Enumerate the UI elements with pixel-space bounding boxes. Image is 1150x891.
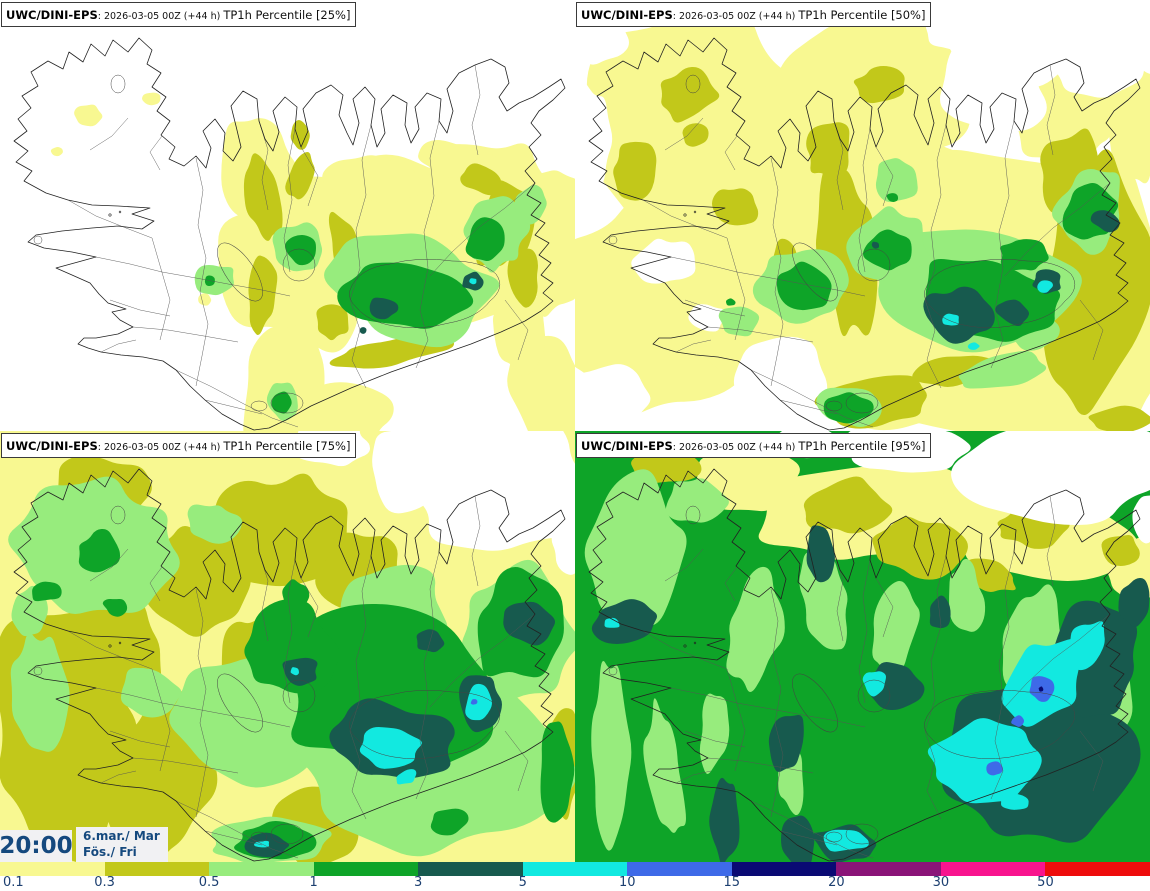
- colorbar-segment: [627, 862, 733, 876]
- run-info: : 2026-03-05 00Z (+44 h): [97, 11, 224, 22]
- precipitation-map-25: [0, 0, 575, 431]
- precipitation-map-75: [0, 431, 575, 862]
- colorbar-segment: [836, 862, 942, 876]
- colorbar-tick-label: 30: [932, 875, 950, 890]
- colorbar-segment: [104, 862, 210, 876]
- valid-date-label: 6.mar./ Mar: [83, 829, 160, 843]
- model-name: UWC/DINI-EPS: [6, 439, 98, 453]
- colorbar-tick-label: 0.1: [3, 875, 24, 890]
- colorbar-tick-label: 10: [618, 875, 636, 890]
- map-panel-95: UWC/DINI-EPS: 2026-03-05 00Z (+44 h) TP1…: [575, 431, 1150, 862]
- valid-date-box: 6.mar./ Mar Fös./ Fri: [76, 827, 168, 862]
- colorbar-segment: [940, 862, 1046, 876]
- colorbar-tick-label: 15: [723, 875, 741, 890]
- colorbar-tick-label: 20: [828, 875, 845, 890]
- valid-time-label: 20:00: [0, 833, 73, 859]
- product-name: TP1h Percentile [50%]: [798, 8, 926, 22]
- colorbar-tick-label: 3: [414, 875, 423, 890]
- map-panel-50: UWC/DINI-EPS: 2026-03-05 00Z (+44 h) TP1…: [575, 0, 1150, 431]
- model-name: UWC/DINI-EPS: [581, 8, 673, 22]
- panel-title-25: UWC/DINI-EPS: 2026-03-05 00Z (+44 h) TP1…: [1, 2, 357, 28]
- colorbar-tick-label: 5: [518, 875, 527, 890]
- map-panel-75: UWC/DINI-EPS: 2026-03-05 00Z (+44 h) TP1…: [0, 431, 575, 862]
- run-info: : 2026-03-05 00Z (+44 h): [672, 11, 799, 22]
- colorbar-tick-label: 1: [309, 875, 318, 890]
- colorbar-segment: [731, 862, 837, 876]
- colorbar-segment: [0, 862, 106, 876]
- valid-day-label: Fös./ Fri: [83, 844, 137, 859]
- colorbar-segment: [522, 862, 628, 876]
- precipitation-map-50: [575, 0, 1150, 431]
- colorbar-segment: [209, 862, 315, 876]
- map-panel-25: UWC/DINI-EPS: 2026-03-05 00Z (+44 h) TP1…: [0, 0, 575, 431]
- precipitation-map-95: [575, 431, 1150, 862]
- valid-time-box: 20:00: [0, 830, 73, 862]
- panel-title-75: UWC/DINI-EPS: 2026-03-05 00Z (+44 h) TP1…: [1, 433, 357, 459]
- run-info: : 2026-03-05 00Z (+44 h): [97, 442, 224, 453]
- panel-title-50: UWC/DINI-EPS: 2026-03-05 00Z (+44 h) TP1…: [576, 2, 932, 28]
- colorbar-tick-label: 0.3: [94, 875, 115, 890]
- model-name: UWC/DINI-EPS: [581, 439, 673, 453]
- colorbar-segment: [418, 862, 524, 876]
- colorbar-segment: [313, 862, 419, 876]
- model-name: UWC/DINI-EPS: [6, 8, 98, 22]
- colorbar-tick-label: 50: [1037, 875, 1054, 890]
- run-info: : 2026-03-05 00Z (+44 h): [672, 442, 799, 453]
- colorbar-tick-label: 0.5: [198, 875, 220, 890]
- product-name: TP1h Percentile [75%]: [223, 439, 351, 453]
- colorbar-legend: 0.1 0.3 0.5 1 3 5 10 15 20 30 50: [0, 862, 1150, 891]
- product-name: TP1h Percentile [95%]: [798, 439, 926, 453]
- panel-title-95: UWC/DINI-EPS: 2026-03-05 00Z (+44 h) TP1…: [576, 433, 932, 459]
- colorbar-segment: [1045, 862, 1150, 876]
- product-name: TP1h Percentile [25%]: [223, 8, 351, 22]
